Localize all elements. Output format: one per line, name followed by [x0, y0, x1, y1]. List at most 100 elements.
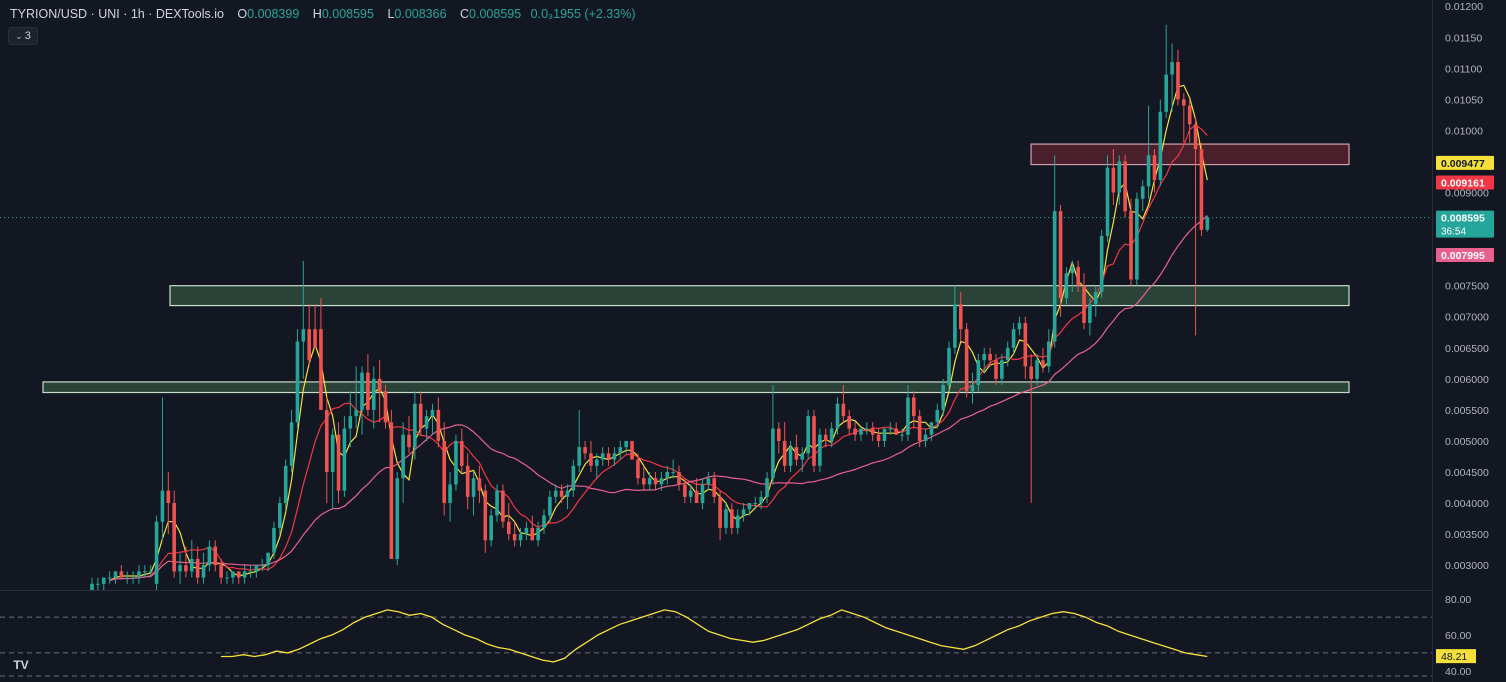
candle — [377, 360, 382, 423]
candle — [624, 440, 628, 454]
candle-body — [213, 546, 218, 566]
candle — [166, 472, 171, 535]
candle — [219, 558, 223, 584]
candle-body — [148, 571, 153, 573]
price-tag: 0.009161 — [1436, 175, 1494, 190]
candle-body — [160, 490, 165, 522]
candle-body — [671, 472, 675, 473]
rsi-pane — [0, 609, 1432, 677]
candle-body — [929, 422, 934, 435]
candle-body — [753, 503, 758, 505]
candle-body — [178, 565, 182, 572]
candle-body — [242, 571, 247, 578]
candle — [90, 577, 94, 590]
candle-body — [1082, 285, 1086, 323]
candle-body — [1117, 161, 1122, 193]
candle — [1017, 316, 1022, 336]
candle-body — [565, 490, 570, 497]
candle — [225, 571, 229, 584]
chart-grid — [0, 0, 1433, 682]
candle-body — [589, 453, 593, 466]
tradingview-logo[interactable]: TV — [8, 656, 34, 674]
candle — [1082, 273, 1086, 330]
candle — [865, 422, 869, 435]
candle-body — [923, 434, 928, 441]
candle — [371, 366, 376, 429]
candle — [718, 490, 722, 541]
close-label: C — [460, 7, 470, 21]
candle-body — [96, 583, 100, 585]
candle-body — [1023, 322, 1028, 367]
candle — [1158, 99, 1163, 187]
candle — [870, 422, 875, 441]
candle-body — [295, 341, 300, 423]
candle — [1152, 149, 1157, 193]
candle-body — [154, 521, 159, 584]
candle-body — [336, 434, 341, 491]
candle-body — [788, 447, 793, 466]
candle-body — [501, 490, 505, 522]
candle — [876, 428, 881, 448]
candle — [113, 571, 118, 584]
candle — [1199, 142, 1204, 236]
price-tick-label: 0.01000 — [1445, 125, 1483, 137]
candle-body — [395, 478, 400, 559]
candle-body — [606, 453, 611, 460]
candle — [835, 397, 840, 435]
rsi-axis[interactable]: 80.00 60.00 40.00 48.21 — [1436, 594, 1476, 678]
candle-body — [853, 428, 857, 435]
candle-body — [765, 478, 769, 497]
candle-body — [448, 484, 452, 504]
candle — [407, 416, 411, 454]
candle — [941, 378, 945, 417]
price-tag-bg — [1436, 155, 1494, 170]
candle — [107, 571, 112, 584]
candle-body — [1064, 273, 1069, 299]
candle-body — [1000, 360, 1004, 379]
candle — [213, 540, 218, 572]
candle-body — [835, 403, 840, 429]
candle — [189, 540, 194, 578]
candle-body — [166, 490, 171, 504]
candle-body — [735, 515, 740, 528]
candle-body — [1199, 149, 1204, 230]
candle — [289, 409, 294, 472]
candle-body — [460, 440, 464, 466]
candle — [1205, 216, 1210, 232]
candle-body — [994, 360, 998, 379]
rsi-current-tag: 48.21 — [1436, 649, 1476, 664]
indicators-toggle-button[interactable]: ⌄ 3 — [8, 27, 38, 45]
candle — [131, 571, 135, 584]
candle — [307, 304, 311, 367]
candle-body — [700, 484, 705, 504]
candle-body — [818, 434, 822, 466]
candle — [700, 478, 705, 510]
price-tick-label: 0.009000 — [1445, 188, 1489, 200]
price-tick-label: 0.01100 — [1445, 63, 1482, 75]
candle — [929, 422, 934, 441]
candle — [395, 472, 400, 566]
candle — [242, 565, 247, 584]
price-axis[interactable]: 0.01200 0.01150 0.01100 0.01050 0.01000 0.009… — [1445, 1, 1489, 572]
candle-body — [782, 440, 787, 466]
candle — [454, 434, 458, 491]
candle — [518, 527, 523, 547]
candle-body — [272, 527, 276, 553]
candle — [483, 484, 488, 553]
candle-body — [618, 447, 623, 454]
candle — [325, 397, 329, 504]
candle — [912, 391, 916, 429]
candle — [571, 459, 576, 497]
candle-body — [495, 490, 499, 516]
candle — [195, 546, 200, 584]
candle — [641, 465, 646, 491]
candle-body — [548, 496, 552, 516]
candle-body — [248, 571, 253, 573]
candle — [1193, 118, 1198, 336]
candle-body — [319, 329, 323, 410]
candle-body — [454, 440, 458, 485]
candle-body — [236, 571, 241, 578]
candle-body — [278, 503, 282, 528]
candle — [389, 409, 394, 559]
